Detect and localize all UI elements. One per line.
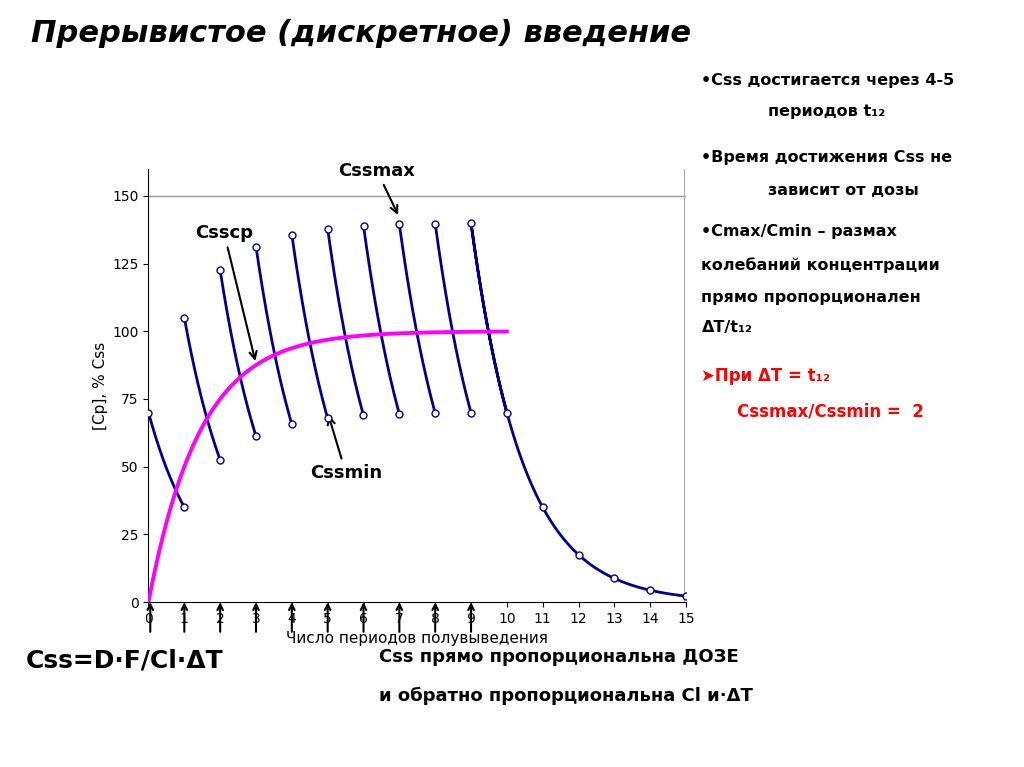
Text: периодов t₁₂: периодов t₁₂ bbox=[768, 104, 886, 119]
Text: и обратно пропорциональна Cl и·ΔT: и обратно пропорциональна Cl и·ΔT bbox=[379, 686, 753, 705]
Text: Cssср: Cssср bbox=[195, 224, 257, 359]
Text: Прерывистое (дискретное) введение: Прерывистое (дискретное) введение bbox=[31, 19, 691, 48]
Text: прямо пропорционален: прямо пропорционален bbox=[701, 290, 922, 305]
Text: ➤При ΔT = t₁₂: ➤При ΔT = t₁₂ bbox=[701, 367, 830, 385]
Y-axis label: [Cp], % Css: [Cp], % Css bbox=[93, 341, 109, 430]
Text: •Время достижения Css не: •Время достижения Css не bbox=[701, 150, 952, 165]
Text: Cssmax/Cssmin =  2: Cssmax/Cssmin = 2 bbox=[737, 403, 924, 420]
Text: •Css достигается через 4-5: •Css достигается через 4-5 bbox=[701, 73, 954, 88]
Text: зависит от дозы: зависит от дозы bbox=[768, 183, 919, 199]
X-axis label: Число периодов полувыведения: Число периодов полувыведения bbox=[287, 631, 548, 647]
Text: Css прямо пропорциональна ДОЗЕ: Css прямо пропорциональна ДОЗЕ bbox=[379, 648, 738, 666]
Text: Css=D·F/Cl·ΔT: Css=D·F/Cl·ΔT bbox=[26, 648, 223, 672]
Text: ΔT/t₁₂: ΔT/t₁₂ bbox=[701, 320, 753, 334]
Text: Cssmin: Cssmin bbox=[309, 417, 382, 482]
Text: •Cmax/Cmin – размах: •Cmax/Cmin – размах bbox=[701, 224, 897, 239]
Text: колебаний концентрации: колебаний концентрации bbox=[701, 257, 940, 273]
Text: Cssmax: Cssmax bbox=[338, 162, 416, 213]
